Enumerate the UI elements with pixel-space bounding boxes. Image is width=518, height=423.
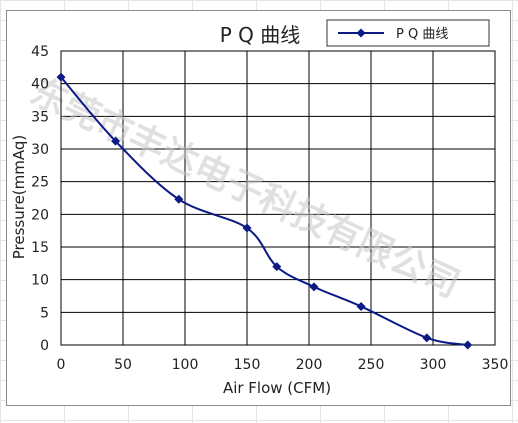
data-point-marker	[111, 136, 121, 146]
x-tick-label: 300	[420, 357, 447, 373]
y-tick-label: 35	[31, 109, 49, 125]
x-tick-label: 0	[57, 357, 66, 373]
data-point-marker	[242, 223, 252, 233]
data-point-marker	[56, 72, 66, 82]
x-tick-label: 150	[234, 357, 261, 373]
x-tick-label: 350	[482, 357, 509, 373]
y-tick-label: 30	[31, 142, 49, 158]
data-point-marker	[356, 301, 366, 311]
y-tick-label: 10	[31, 273, 49, 289]
plot-area-border	[60, 50, 496, 346]
y-tick-label: 20	[31, 207, 49, 223]
y-tick-label: 15	[31, 240, 49, 256]
y-tick-label: 25	[31, 175, 49, 191]
data-point-marker	[272, 262, 282, 272]
chart-title: P Q 曲线	[220, 23, 301, 47]
y-tick-label: 0	[40, 338, 49, 354]
tick-labels: 0 50 100 150 200 250 300 350 0 5 10 15 20 25 30 35 40 45	[31, 44, 508, 373]
watermark-text: 东莞市丰达电子科技有限公司	[24, 71, 465, 306]
y-tick-label: 40	[31, 77, 49, 93]
x-tick-label: 200	[296, 357, 323, 373]
data-point-marker	[309, 282, 319, 292]
y-tick-label: 45	[31, 44, 49, 60]
legend[interactable]: P Q 曲线	[326, 19, 490, 47]
x-axis-label: Air Flow (CFM)	[223, 379, 331, 397]
data-point-marker	[422, 333, 432, 343]
x-tick-label: 50	[114, 357, 132, 373]
data-point-marker	[463, 340, 473, 350]
x-tick-label: 100	[172, 357, 199, 373]
y-tick-label: 5	[40, 305, 49, 321]
series-line	[60, 76, 468, 346]
x-tick-label: 250	[358, 357, 385, 373]
data-point-marker	[174, 194, 184, 204]
legend-marker-diamond	[356, 28, 366, 38]
series-layer	[56, 72, 473, 350]
watermark: 东莞市丰达电子科技有限公司	[24, 71, 465, 306]
y-axis-label: Pressure(mmAq)	[10, 135, 28, 260]
legend-entry-label: P Q 曲线	[396, 27, 448, 42]
